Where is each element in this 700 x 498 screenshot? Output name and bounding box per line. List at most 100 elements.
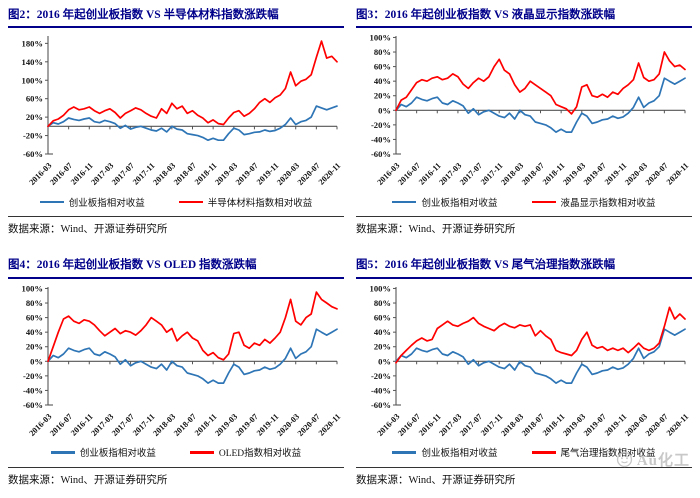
- svg-text:40%: 40%: [374, 77, 391, 87]
- svg-text:40%: 40%: [374, 327, 391, 337]
- chart-legend: 创业板指相对收益 OLED指数相对收益: [8, 445, 344, 460]
- legend-line-blue-icon: [50, 451, 75, 454]
- svg-text:2020-11: 2020-11: [665, 161, 691, 187]
- svg-text:2016-07: 2016-07: [48, 412, 74, 438]
- legend-item: 液晶显示指数相对收益: [531, 195, 656, 209]
- svg-text:-20%: -20%: [23, 131, 43, 141]
- svg-text:2020-11: 2020-11: [665, 412, 691, 438]
- svg-text:2019-07: 2019-07: [234, 412, 260, 438]
- svg-text:140%: 140%: [22, 57, 43, 67]
- charts-grid: 图2：2016 年起创业板指数 VS 半导体材料指数涨跌幅 180% 140% 10…: [8, 6, 692, 486]
- legend-label: OLED指数相对收益: [218, 449, 302, 460]
- svg-text:-60%: -60%: [371, 149, 391, 159]
- legend-label: 创业板指相对收益: [421, 449, 498, 460]
- svg-text:-40%: -40%: [371, 135, 391, 145]
- svg-text:20%: 20%: [374, 91, 391, 101]
- chart-legend: 创业板指相对收益 尾气治理指数相对收益: [356, 445, 692, 460]
- svg-text:2019-07: 2019-07: [234, 161, 260, 187]
- svg-text:-40%: -40%: [371, 385, 391, 395]
- chart-legend: 创业板指相对收益 半导体材料指数相对收益: [8, 194, 344, 209]
- figure-panel-2: 图2：2016 年起创业板指数 VS 半导体材料指数涨跌幅 180% 140% 10…: [8, 6, 344, 236]
- svg-text:60%: 60%: [374, 312, 391, 322]
- legend-label: 创业板指相对收益: [421, 198, 498, 209]
- svg-text:60%: 60%: [374, 62, 391, 72]
- legend-item: OLED指数相对收益: [189, 445, 302, 460]
- svg-text:0%: 0%: [30, 356, 43, 366]
- svg-text:0%: 0%: [378, 356, 391, 366]
- svg-text:20%: 20%: [374, 341, 391, 351]
- svg-text:-20%: -20%: [371, 120, 391, 130]
- legend-item: 半导体材料指数相对收益: [178, 195, 313, 209]
- svg-text:2018-07: 2018-07: [172, 412, 198, 438]
- svg-text:2018-07: 2018-07: [172, 161, 198, 187]
- svg-text:-40%: -40%: [23, 385, 43, 395]
- line-chart: 100%80%60%40%20%0%-20%-40%-60%2016-03201…: [22, 283, 343, 438]
- line-chart: 180%140%100%60%20%-20%-60%2016-032016-07…: [22, 36, 343, 187]
- svg-text:80%: 80%: [26, 298, 43, 308]
- legend-item: 尾气治理指数相对收益: [531, 445, 656, 460]
- legend-item: 创业板指相对收益: [392, 195, 498, 209]
- figure-title: 图2：2016 年起创业板指数 VS 半导体材料指数涨跌幅: [8, 6, 344, 29]
- svg-text:2018-07: 2018-07: [520, 161, 546, 187]
- svg-text:2017-07: 2017-07: [110, 161, 136, 187]
- legend-label: 创业板指相对收益: [79, 449, 156, 460]
- legend-line-red-icon: [531, 451, 556, 454]
- data-source: 数据来源：Wind、开源证券研究所: [356, 216, 692, 236]
- legend-line-blue-icon: [39, 200, 64, 204]
- legend-label: 尾气治理指数相对收益: [560, 449, 656, 460]
- svg-text:2018-07: 2018-07: [520, 412, 546, 438]
- svg-text:2019-07: 2019-07: [582, 412, 608, 438]
- line-chart: 100%80%60%40%20%0%-20%-40%-60%2016-03201…: [370, 33, 691, 188]
- legend-line-blue-icon: [392, 451, 417, 454]
- data-source: 数据来源：Wind、开源证券研究所: [8, 216, 344, 236]
- svg-text:40%: 40%: [26, 327, 43, 337]
- legend-label: 创业板指相对收益: [68, 198, 145, 209]
- svg-text:-60%: -60%: [23, 149, 43, 159]
- legend-label: 半导体材料指数相对收益: [207, 198, 313, 209]
- legend-item: 创业板指相对收益: [392, 445, 498, 460]
- svg-text:20%: 20%: [26, 341, 43, 351]
- data-source: 数据来源：Wind、开源证券研究所: [8, 466, 344, 487]
- svg-text:2020-07: 2020-07: [644, 161, 670, 187]
- svg-text:60%: 60%: [26, 94, 43, 104]
- chart-legend: 创业板指相对收益 液晶显示指数相对收益: [356, 194, 692, 209]
- svg-text:-20%: -20%: [23, 371, 43, 381]
- svg-text:180%: 180%: [22, 39, 43, 49]
- svg-text:60%: 60%: [26, 312, 43, 322]
- svg-text:2017-07: 2017-07: [458, 161, 484, 187]
- svg-text:-20%: -20%: [371, 371, 391, 381]
- figure-panel-3: 图3：2016 年起创业板指数 VS 液晶显示指数涨跌幅 100% 80% 60% 4…: [356, 6, 692, 236]
- svg-text:2017-07: 2017-07: [110, 412, 136, 438]
- svg-text:100%: 100%: [22, 76, 43, 86]
- svg-text:2016-07: 2016-07: [396, 412, 422, 438]
- legend-label: 液晶显示指数相对收益: [560, 198, 656, 209]
- figure-panel-5: 图5：2016 年起创业板指数 VS 尾气治理指数涨跌幅 100% 80% 60% 4…: [356, 256, 692, 486]
- legend-line-blue-icon: [392, 200, 417, 204]
- svg-text:80%: 80%: [374, 298, 391, 308]
- legend-item: 创业板指相对收益: [39, 195, 145, 209]
- svg-text:80%: 80%: [374, 47, 391, 57]
- svg-text:2020-07: 2020-07: [296, 161, 322, 187]
- svg-text:2020-11: 2020-11: [317, 412, 343, 438]
- figure-panel-4: 图4：2016 年起创业板指数 VS OLED 指数涨跌幅 100% 80% 60%…: [8, 256, 344, 486]
- figure-title: 图5：2016 年起创业板指数 VS 尾气治理指数涨跌幅: [356, 256, 692, 279]
- legend-line-red-icon: [189, 451, 214, 454]
- legend-item: 创业板指相对收益: [50, 445, 156, 460]
- svg-text:2017-07: 2017-07: [458, 412, 484, 438]
- svg-text:-60%: -60%: [371, 400, 391, 410]
- svg-text:2020-07: 2020-07: [296, 412, 322, 438]
- figure-title: 图3：2016 年起创业板指数 VS 液晶显示指数涨跌幅: [356, 6, 692, 29]
- svg-text:100%: 100%: [370, 283, 391, 293]
- svg-text:2020-11: 2020-11: [317, 161, 343, 187]
- line-chart: 100%80%60%40%20%0%-20%-40%-60%2016-03201…: [370, 283, 691, 438]
- svg-text:100%: 100%: [370, 33, 391, 43]
- svg-text:100%: 100%: [22, 283, 43, 293]
- svg-text:2016-07: 2016-07: [396, 161, 422, 187]
- figure-title: 图4：2016 年起创业板指数 VS OLED 指数涨跌幅: [8, 256, 344, 279]
- svg-text:20%: 20%: [26, 113, 43, 123]
- svg-text:2019-07: 2019-07: [582, 161, 608, 187]
- svg-text:-60%: -60%: [23, 400, 43, 410]
- svg-text:0%: 0%: [378, 106, 391, 116]
- svg-text:2016-07: 2016-07: [48, 161, 74, 187]
